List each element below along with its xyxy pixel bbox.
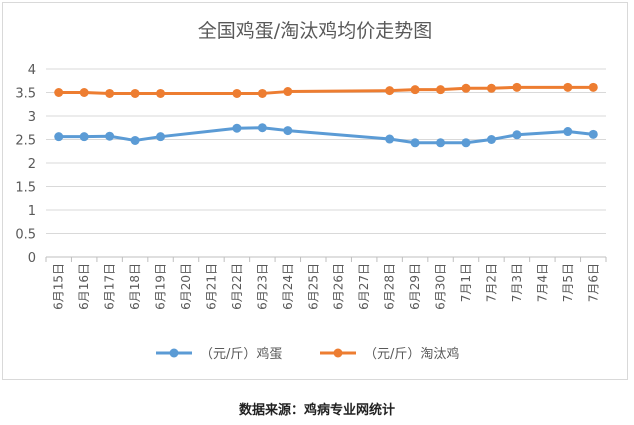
data-point bbox=[130, 135, 140, 145]
data-point bbox=[461, 138, 471, 148]
legend-marker bbox=[333, 348, 343, 358]
data-point bbox=[105, 88, 115, 98]
data-point bbox=[232, 88, 242, 98]
chart-frame bbox=[2, 2, 628, 380]
data-point bbox=[486, 135, 496, 144]
y-tick-label: 3.5 bbox=[15, 87, 36, 102]
data-point bbox=[486, 83, 496, 93]
x-tick-label: 7月4日 bbox=[535, 263, 549, 302]
data-point bbox=[436, 85, 446, 95]
series-line-1 bbox=[57, 85, 595, 95]
y-tick-label: 3 bbox=[28, 110, 36, 125]
data-point bbox=[512, 130, 522, 140]
y-tick-label: 0 bbox=[28, 251, 36, 266]
x-tick-label: 7月1日 bbox=[459, 263, 473, 302]
data-point bbox=[410, 138, 420, 148]
data-point bbox=[385, 134, 395, 144]
x-tick-label: 6月26日 bbox=[332, 263, 346, 310]
data-point bbox=[588, 129, 598, 139]
data-point bbox=[232, 123, 242, 133]
data-point bbox=[79, 88, 89, 97]
data-point bbox=[563, 127, 573, 137]
data-point bbox=[512, 82, 522, 92]
x-tick-label: 6月24日 bbox=[281, 263, 295, 310]
x-tick-label: 6月16日 bbox=[77, 263, 91, 310]
y-tick-label: 1.5 bbox=[15, 181, 36, 196]
data-point bbox=[283, 87, 293, 97]
data-point bbox=[105, 131, 115, 141]
series-line-0 bbox=[57, 126, 595, 145]
x-tick-label: 7月5日 bbox=[561, 263, 575, 302]
y-tick-label: 0.5 bbox=[15, 228, 36, 243]
data-point bbox=[385, 86, 395, 96]
data-point bbox=[79, 132, 89, 142]
x-tick-label: 6月20日 bbox=[179, 263, 193, 310]
data-point bbox=[54, 88, 64, 97]
y-tick-label: 2.5 bbox=[15, 134, 36, 149]
y-tick-label: 4 bbox=[28, 63, 36, 78]
y-tick-label: 1 bbox=[28, 204, 36, 219]
legend-label: （元/斤）鸡蛋 bbox=[200, 346, 282, 362]
data-point bbox=[436, 138, 446, 148]
data-point bbox=[588, 82, 598, 92]
x-tick-label: 6月23日 bbox=[255, 263, 269, 310]
y-tick-label: 2 bbox=[28, 157, 36, 172]
x-tick-label: 6月18日 bbox=[128, 263, 142, 310]
legend-marker bbox=[169, 348, 179, 358]
x-tick-label: 6月22日 bbox=[230, 263, 244, 310]
line-chart: 全国鸡蛋/淘汰鸡均价走势图 0 0.5 1 1.5 2 2.5 3 3.5 4 6月15日 6月1… bbox=[15, 20, 607, 362]
data-point bbox=[54, 132, 64, 142]
x-tick-label: 6月15日 bbox=[52, 263, 66, 310]
data-point bbox=[461, 83, 471, 93]
data-point bbox=[156, 132, 166, 142]
data-point bbox=[257, 123, 267, 133]
x-tick-label: 6月27日 bbox=[357, 263, 371, 310]
x-tick-label: 6月19日 bbox=[154, 263, 168, 310]
data-point bbox=[410, 85, 420, 95]
data-source-note: 数据来源：鸡病专业网统计 bbox=[238, 403, 395, 418]
x-tick-label: 6月17日 bbox=[103, 263, 117, 310]
data-point bbox=[156, 88, 166, 98]
x-tick-label: 6月25日 bbox=[306, 263, 320, 310]
data-point bbox=[130, 88, 140, 98]
data-point bbox=[563, 82, 573, 92]
chart-title: 全国鸡蛋/淘汰鸡均价走势图 bbox=[198, 20, 432, 42]
x-tick-label: 6月28日 bbox=[383, 263, 397, 310]
x-tick-label: 6月30日 bbox=[434, 263, 448, 310]
x-tick-label: 7月2日 bbox=[484, 263, 498, 302]
data-point bbox=[257, 88, 267, 98]
x-tick-label: 6月21日 bbox=[204, 263, 218, 310]
x-tick-label: 7月3日 bbox=[510, 263, 524, 302]
data-point bbox=[283, 126, 293, 136]
x-tick-label: 6月29日 bbox=[408, 263, 422, 310]
x-tick-label: 7月6日 bbox=[586, 263, 600, 302]
legend-label: （元/斤）淘汰鸡 bbox=[364, 346, 459, 362]
